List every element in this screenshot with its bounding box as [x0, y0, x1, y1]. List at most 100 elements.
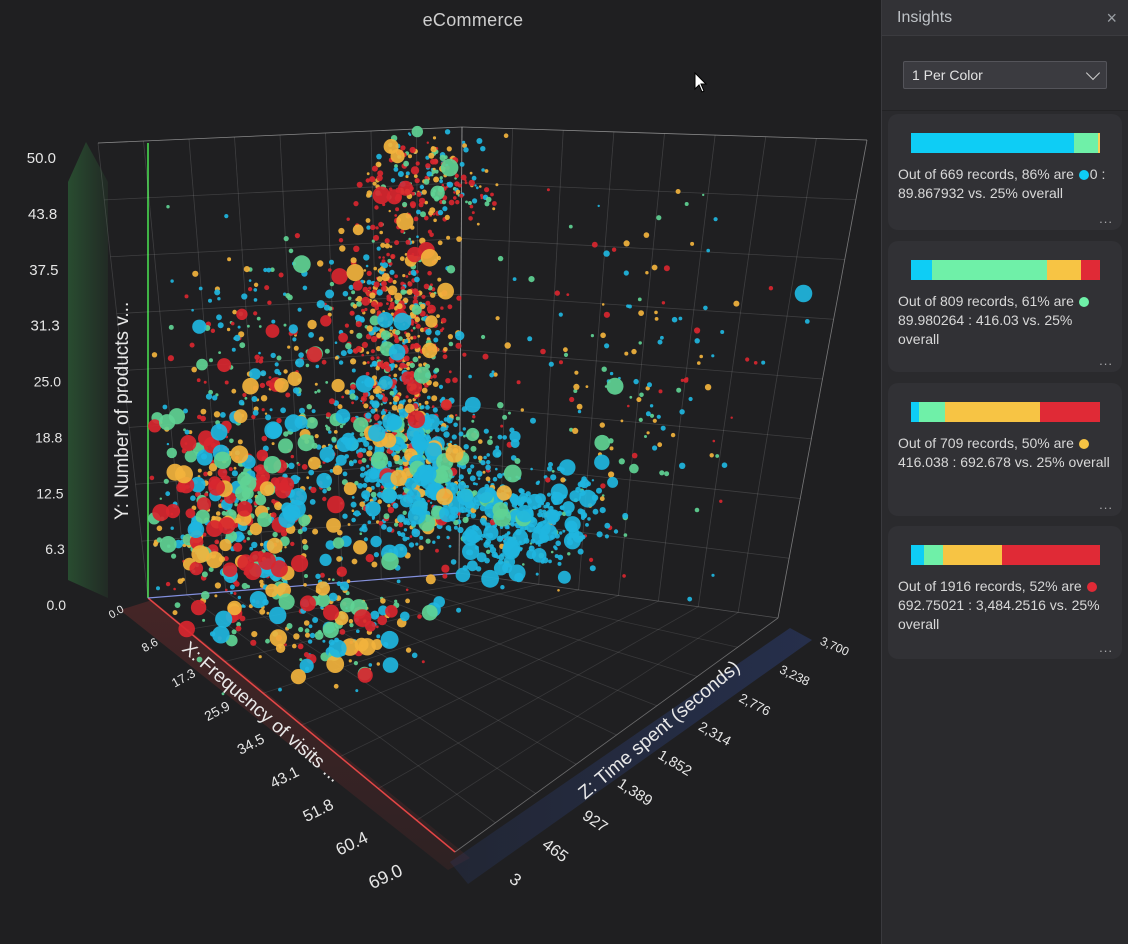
data-point — [274, 502, 283, 511]
data-point — [594, 434, 610, 451]
data-point — [563, 532, 581, 550]
data-point — [547, 466, 553, 472]
more-options-icon[interactable]: ... — [1099, 353, 1113, 368]
data-point — [442, 206, 448, 212]
data-point — [553, 545, 557, 549]
bar-segment — [911, 545, 925, 565]
data-point — [345, 342, 352, 350]
data-point — [190, 599, 207, 616]
color-dot-icon — [1078, 170, 1089, 180]
data-point — [304, 632, 311, 638]
data-point — [327, 495, 345, 514]
insight-card[interactable]: Out of 669 records, 86% are 0 : 89.86793… — [888, 114, 1122, 230]
data-point — [170, 526, 174, 530]
y-tick-label: 12.5 — [36, 485, 63, 501]
data-point — [166, 447, 177, 459]
data-point — [370, 408, 376, 414]
data-point — [361, 341, 368, 348]
data-point — [363, 403, 369, 409]
data-point — [339, 629, 346, 635]
data-point — [369, 315, 380, 326]
data-point — [629, 395, 633, 399]
data-point — [545, 477, 551, 483]
data-point — [325, 381, 329, 384]
data-point — [530, 467, 533, 471]
data-point — [441, 564, 450, 573]
data-point — [404, 253, 408, 256]
more-options-icon[interactable]: ... — [1099, 211, 1113, 226]
data-point — [377, 394, 384, 400]
data-point — [284, 643, 287, 647]
data-point — [462, 143, 467, 149]
chart-area[interactable]: 0.0 6.3 12.5 18.8 25.0 31.3 37.5 43.8 50.0 0.0 8.6… — [0, 0, 881, 944]
insight-card[interactable]: Out of 1916 records, 52% are 692.75021 :… — [888, 526, 1122, 659]
data-point — [405, 395, 409, 399]
more-options-icon[interactable]: ... — [1099, 497, 1113, 512]
scatter-plot-3d[interactable]: 0.06.312.518.825.031.337.543.850.00.08.6… — [0, 0, 881, 944]
data-point — [453, 196, 457, 200]
data-point — [761, 360, 766, 365]
data-point — [670, 432, 676, 438]
data-point — [365, 218, 371, 223]
data-points — [148, 125, 813, 696]
data-point — [504, 342, 511, 349]
data-point — [373, 552, 379, 558]
data-point — [252, 409, 259, 416]
data-point — [372, 186, 391, 205]
data-point — [374, 205, 379, 210]
data-point — [457, 479, 461, 483]
close-icon[interactable]: × — [1106, 7, 1117, 28]
data-point — [237, 439, 243, 445]
data-point — [366, 361, 370, 364]
data-point — [447, 334, 453, 340]
z-tick-label: 2,776 — [737, 690, 773, 719]
data-point — [305, 363, 310, 368]
insight-card[interactable]: Out of 709 records, 50% are 416.038 : 69… — [888, 383, 1122, 516]
data-point — [259, 382, 266, 389]
data-point — [371, 239, 375, 243]
data-point — [229, 584, 235, 590]
data-point — [416, 235, 419, 238]
data-point — [166, 442, 170, 446]
insight-card[interactable]: Out of 809 records, 61% are 89.980264 : … — [888, 241, 1122, 372]
data-point — [196, 449, 213, 466]
data-point — [403, 355, 410, 362]
data-point — [433, 218, 437, 223]
data-point — [378, 520, 384, 526]
data-point — [409, 146, 416, 154]
data-point — [203, 471, 209, 477]
data-point — [569, 490, 582, 502]
data-point — [413, 216, 419, 222]
data-point — [241, 604, 245, 608]
data-point — [355, 321, 362, 328]
data-point — [683, 377, 689, 383]
data-point — [356, 629, 360, 633]
data-point — [643, 232, 650, 238]
data-point — [375, 226, 379, 230]
data-point — [385, 605, 398, 618]
data-point — [364, 307, 368, 312]
data-point — [694, 327, 701, 334]
data-point — [477, 486, 494, 503]
data-point — [455, 416, 460, 421]
data-point — [378, 302, 383, 307]
data-point — [338, 332, 348, 343]
data-point — [299, 658, 314, 674]
data-point — [438, 384, 444, 389]
data-point — [201, 571, 208, 578]
data-point — [349, 623, 354, 628]
data-point — [472, 415, 476, 419]
data-point — [706, 248, 710, 253]
color-mode-dropdown[interactable]: 1 Per Color — [903, 61, 1107, 89]
data-point — [548, 361, 554, 367]
data-point — [315, 581, 330, 596]
data-point — [477, 477, 481, 480]
y-tick-label: 0.0 — [47, 597, 67, 613]
data-point — [386, 252, 390, 257]
data-point — [388, 209, 391, 213]
data-point — [436, 314, 440, 318]
data-point — [470, 512, 477, 519]
data-point — [299, 658, 303, 662]
data-point — [352, 304, 358, 309]
more-options-icon[interactable]: ... — [1099, 640, 1113, 655]
